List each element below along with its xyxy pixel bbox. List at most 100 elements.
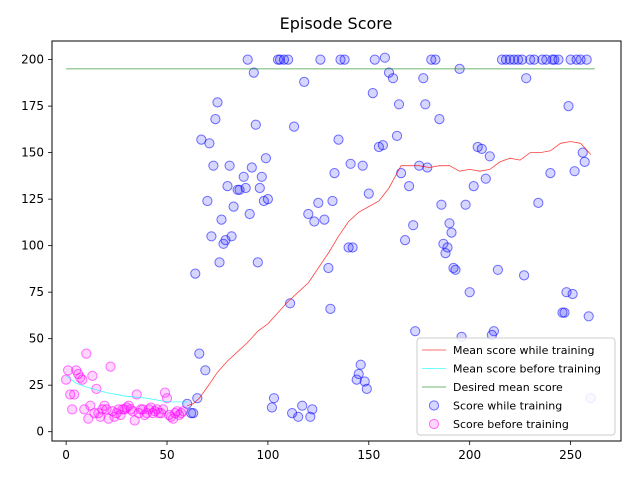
y-axis: 0 25 50 75 100 125 150 175 200 xyxy=(21,53,52,439)
training-score-point xyxy=(188,408,199,419)
x-tick-label: 150 xyxy=(357,448,380,462)
training-score-point xyxy=(224,160,235,171)
training-score-point xyxy=(379,52,390,63)
before-training-score-point xyxy=(77,374,88,385)
y-tick-label: 200 xyxy=(21,53,44,67)
training-score-point xyxy=(212,97,223,108)
before-training-score-point xyxy=(65,389,76,400)
y-tick-label: 50 xyxy=(29,332,44,346)
training-score-point xyxy=(553,54,564,65)
training-score-point xyxy=(206,231,217,242)
training-score-point xyxy=(250,119,261,130)
training-score-point xyxy=(256,171,267,182)
training-score-point xyxy=(436,199,447,210)
legend-marker-swatch xyxy=(428,418,440,430)
y-tick-label: 100 xyxy=(21,239,44,253)
before-training-score-point xyxy=(159,387,171,398)
training-score-point xyxy=(569,166,580,177)
mean-score-lines xyxy=(65,68,595,407)
legend-label: Score while training xyxy=(453,400,562,413)
training-score-point xyxy=(581,54,592,65)
training-score-point xyxy=(351,374,362,385)
training-score-point xyxy=(345,158,356,169)
plot-area-frame xyxy=(51,40,622,442)
training-score-point xyxy=(488,326,499,337)
before-training-score-point xyxy=(79,404,90,415)
training-score-point xyxy=(434,114,445,125)
training-score-point xyxy=(307,404,318,415)
before-training-score-point xyxy=(161,393,173,404)
training-score-point xyxy=(583,311,594,322)
training-score-point xyxy=(240,182,251,194)
x-tick-label: 100 xyxy=(256,448,279,462)
training-score-point xyxy=(254,182,265,194)
legend-label: Mean score before training xyxy=(453,363,601,376)
training-score-point xyxy=(244,208,255,220)
training-score-point xyxy=(333,134,344,145)
x-tick-label: 0 xyxy=(62,448,70,462)
training-score-point xyxy=(468,181,479,192)
training-score-point xyxy=(297,400,308,411)
training-score-point xyxy=(383,67,395,78)
before-training-score-point xyxy=(115,409,126,421)
training-score-point xyxy=(234,184,245,195)
training-score-point xyxy=(391,130,403,141)
training-score-point xyxy=(545,168,556,179)
x-axis: 0 50 100 150 200 250 xyxy=(62,441,582,462)
training-score-point xyxy=(313,197,324,208)
training-score-point xyxy=(508,54,520,65)
training-score-point xyxy=(315,54,326,65)
y-tick-label: 175 xyxy=(21,99,44,113)
training-score-point xyxy=(359,376,370,387)
training-score-point xyxy=(418,73,429,84)
training-score-point xyxy=(442,242,453,253)
training-score-point xyxy=(242,54,253,65)
training-score-point xyxy=(222,181,233,192)
y-tick-label: 150 xyxy=(21,146,44,160)
before-training-score-point xyxy=(101,404,112,415)
training-score-point xyxy=(194,348,205,359)
training-score-point xyxy=(309,216,320,227)
training-score-point xyxy=(325,303,336,314)
training-score-point xyxy=(246,162,257,173)
training-score-point xyxy=(567,288,578,300)
training-score-point xyxy=(260,153,271,164)
training-score-point xyxy=(533,197,544,208)
before-training-score-point xyxy=(63,365,74,376)
y-tick-label: 25 xyxy=(29,378,44,392)
training-score-point xyxy=(529,54,540,65)
training-score-point xyxy=(355,359,366,370)
training-score-point xyxy=(420,99,431,110)
training-score-point xyxy=(400,235,411,246)
before-training-score-point xyxy=(87,370,98,381)
training-score-point xyxy=(305,411,316,422)
training-score-point xyxy=(343,242,354,253)
training-score-point xyxy=(571,54,582,65)
training-score-point xyxy=(220,235,231,246)
y-tick-label: 75 xyxy=(29,285,44,299)
training-score-point xyxy=(464,287,475,298)
training-score-point xyxy=(327,195,338,207)
training-score-point xyxy=(377,140,388,151)
training-score-point xyxy=(367,88,378,99)
training-score-point xyxy=(440,248,451,259)
training-score-point xyxy=(190,268,201,279)
training-score-point xyxy=(289,121,300,132)
legend: Mean score while training Mean score befo… xyxy=(416,337,616,436)
y-tick-label: 0 xyxy=(36,425,44,439)
training-score-point xyxy=(293,411,304,422)
training-score-point xyxy=(393,99,405,110)
before-training-score-point xyxy=(145,402,156,413)
before-training-score-point xyxy=(178,406,189,417)
training-score-point xyxy=(347,242,358,253)
training-score-point xyxy=(525,54,536,65)
training-score-point xyxy=(444,218,455,229)
y-tick-label: 125 xyxy=(21,192,44,206)
training-score-point xyxy=(339,54,350,65)
training-score-point xyxy=(228,201,239,212)
before-training-score-points xyxy=(61,348,189,426)
training-score-point xyxy=(287,408,298,419)
training-score-point xyxy=(450,264,461,275)
training-score-point xyxy=(361,383,372,394)
